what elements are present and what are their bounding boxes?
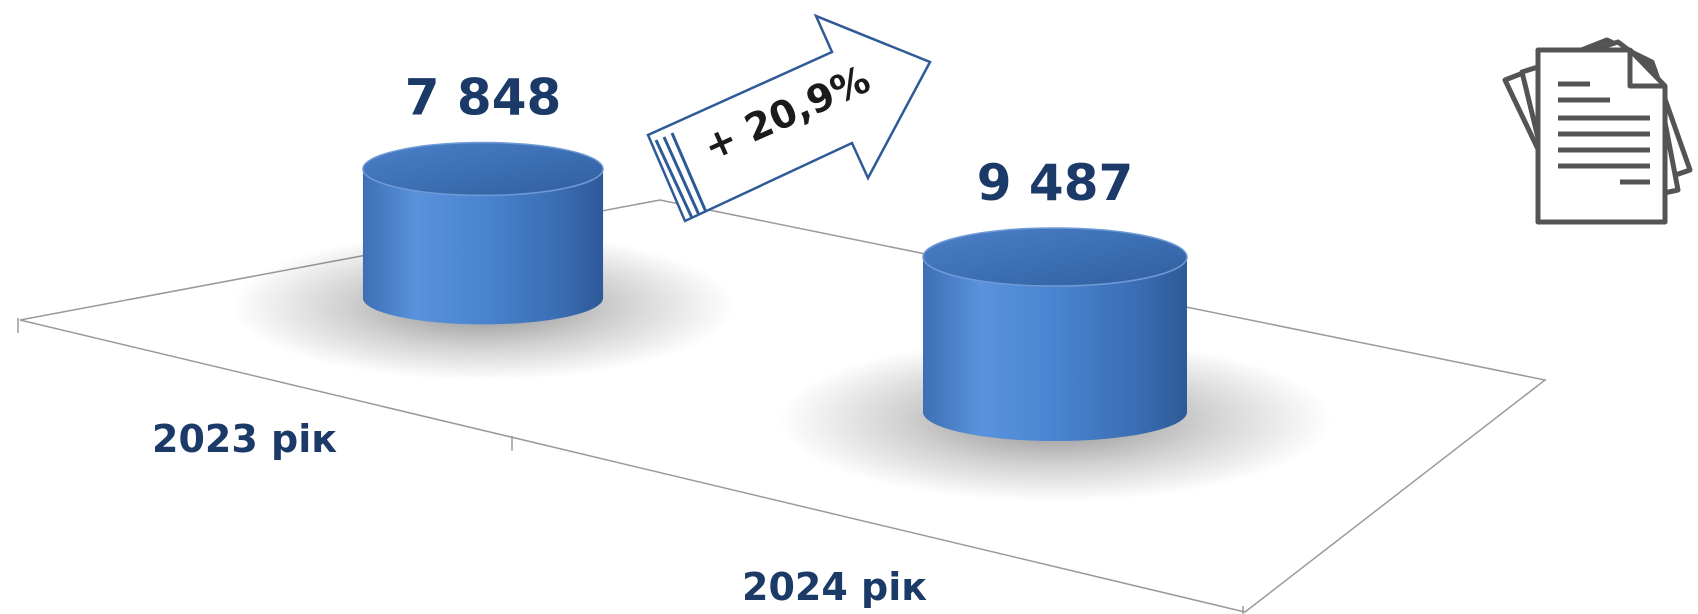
arrow-body bbox=[646, 13, 932, 223]
arrow-stripe bbox=[662, 136, 701, 216]
category-label: 2024 рік bbox=[742, 565, 927, 609]
value-label: 7 848 bbox=[405, 69, 562, 127]
growth-arrow: + 20,9% bbox=[646, 13, 932, 223]
bars-layer: 7 848 2023 рік 9 487 2024 рік bbox=[152, 69, 1333, 609]
cylinder-top bbox=[362, 141, 604, 197]
cylinder-top bbox=[922, 227, 1188, 287]
arrow-stripe bbox=[670, 132, 708, 213]
cylinder-side bbox=[923, 257, 1187, 442]
cylinder-bar bbox=[230, 141, 736, 381]
documents-icon bbox=[1502, 37, 1693, 225]
value-label: 9 487 bbox=[977, 154, 1134, 212]
document-fold bbox=[1627, 50, 1665, 89]
category-label: 2023 рік bbox=[152, 417, 337, 461]
arrow-stripe bbox=[654, 139, 694, 219]
cylinder-side bbox=[362, 168, 604, 325]
cylinder-bar bbox=[777, 227, 1333, 502]
